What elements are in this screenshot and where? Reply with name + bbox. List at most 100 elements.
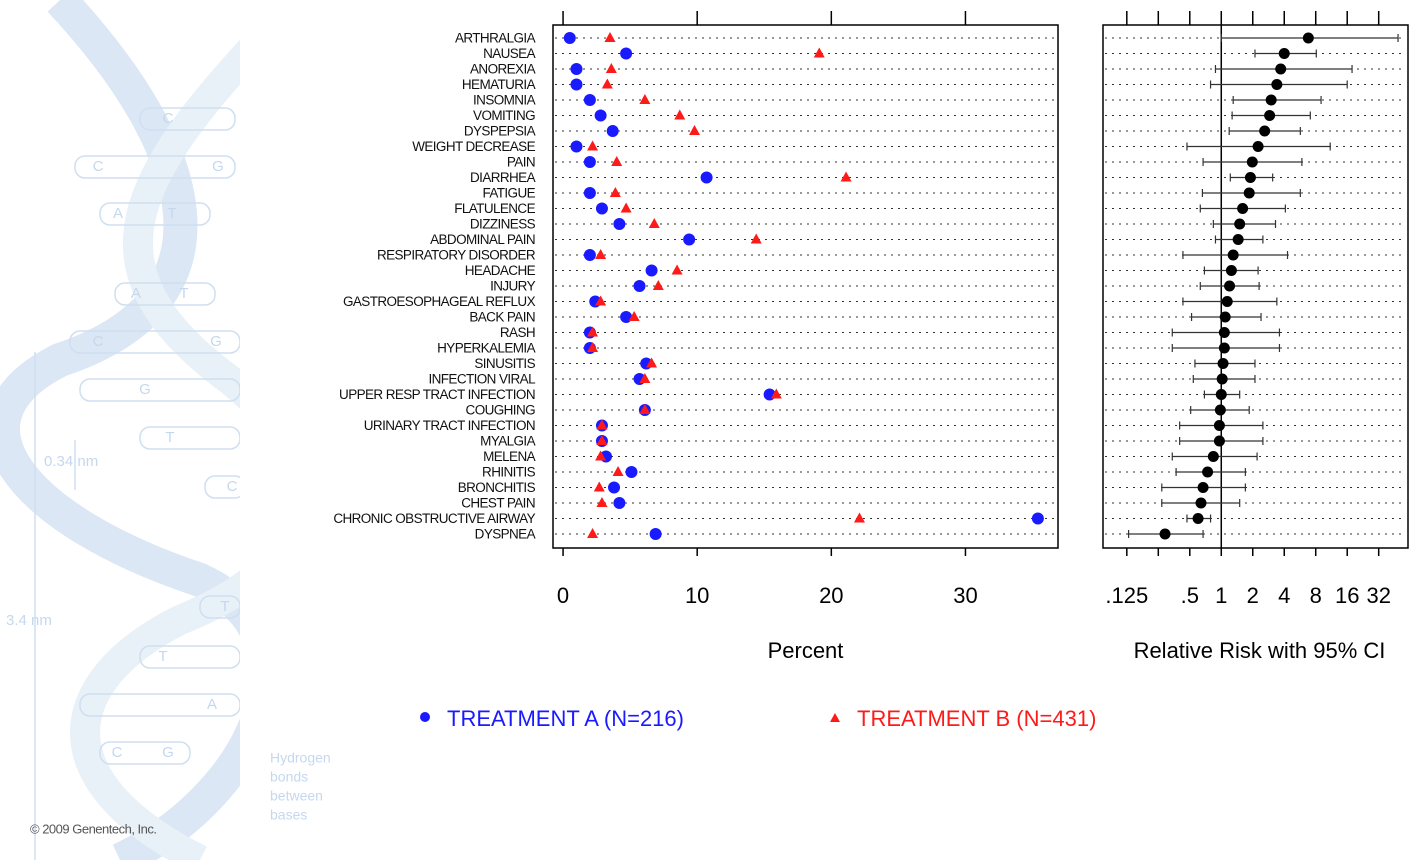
estimate-point — [1219, 311, 1231, 323]
estimate-point — [1216, 373, 1228, 385]
estimate-point — [1202, 466, 1214, 478]
data-point — [606, 125, 619, 137]
base-label: T — [165, 429, 174, 446]
estimate-point — [1224, 280, 1236, 292]
data-point — [689, 125, 701, 135]
row-label: ARTHRALGIA — [455, 31, 536, 46]
data-point — [583, 187, 596, 199]
row-label: FLATULENCE — [454, 201, 535, 216]
estimate-point — [1243, 187, 1255, 199]
note-text: bonds — [270, 769, 308, 785]
data-point — [570, 140, 583, 153]
base-label: A — [113, 205, 123, 222]
base-label: T — [167, 205, 176, 222]
data-point — [750, 233, 762, 244]
data-point — [570, 63, 583, 75]
estimate-point — [1217, 358, 1229, 369]
data-point — [639, 404, 651, 414]
estimate-point — [1218, 327, 1230, 338]
estimate-point — [1225, 265, 1237, 276]
base-label: A — [131, 285, 141, 302]
x-axis-title: Percent — [768, 638, 844, 663]
data-point — [840, 171, 852, 182]
row-label: URINARY TRACT INFECTION — [364, 418, 535, 433]
legend-marker — [420, 712, 430, 722]
base-label: C — [93, 158, 104, 175]
estimate-point — [1252, 141, 1264, 152]
estimate-point — [1192, 513, 1204, 524]
row-label: COUGHING — [466, 403, 536, 418]
data-point — [646, 357, 658, 368]
estimate-point — [1271, 79, 1283, 90]
data-point — [583, 249, 596, 261]
estimate-point — [1218, 342, 1230, 354]
data-point — [620, 311, 633, 323]
row-label: MYALGIA — [480, 434, 535, 449]
row-label: NAUSEA — [483, 46, 536, 61]
data-point — [595, 249, 607, 259]
note-text: bases — [270, 807, 307, 823]
estimate-point — [1213, 420, 1225, 431]
distance-label: 3.4 nm — [6, 612, 52, 629]
data-point — [604, 32, 616, 42]
x-tick-label: 32 — [1366, 583, 1390, 608]
data-point — [587, 342, 599, 352]
data-point — [593, 481, 605, 492]
x-tick-label: 4 — [1278, 583, 1290, 608]
note-text: Hydrogen — [270, 750, 331, 766]
x-tick-label: 2 — [1247, 583, 1259, 608]
estimate-point — [1213, 435, 1225, 447]
data-point — [611, 156, 623, 166]
base-label: G — [210, 333, 222, 350]
row-label: CHEST PAIN — [461, 496, 535, 511]
estimate-point — [1214, 404, 1226, 416]
estimate-point — [1234, 218, 1246, 230]
data-point — [671, 264, 683, 275]
x-tick-label: 16 — [1335, 583, 1359, 608]
data-point — [595, 202, 608, 215]
data-point — [583, 94, 596, 106]
row-label: GASTROESOPHAGEAL REFLUX — [343, 294, 536, 309]
estimate-point — [1302, 32, 1314, 44]
data-point — [613, 497, 626, 509]
estimate-point — [1278, 48, 1290, 59]
note-text: between — [270, 788, 323, 804]
dna-background: C C G A T A T C G G T C T T A C G 0.34 nm 3.4 nm — [0, 0, 240, 860]
row-label: PAIN — [507, 155, 535, 170]
x-tick-label: 20 — [819, 583, 843, 608]
plot-frame — [552, 24, 1059, 549]
row-label: MELENA — [483, 449, 536, 464]
data-point — [596, 435, 608, 445]
data-point — [628, 311, 640, 321]
row-label: BRONCHITIS — [458, 480, 536, 495]
row-label: RASH — [500, 325, 535, 340]
estimate-point — [1159, 528, 1171, 540]
data-point — [674, 109, 686, 120]
estimate-point — [1207, 451, 1219, 462]
estimate-point — [1246, 156, 1258, 168]
data-point — [595, 295, 607, 306]
base-label: T — [179, 285, 188, 302]
data-point — [596, 497, 608, 507]
data-point — [633, 280, 646, 292]
data-point — [563, 32, 576, 44]
data-point — [601, 78, 613, 89]
row-label: RESPIRATORY DISORDER — [377, 248, 536, 263]
row-label: DYSPEPSIA — [464, 124, 536, 139]
data-point — [587, 528, 599, 538]
base-label: G — [212, 158, 224, 175]
data-point — [648, 218, 660, 228]
data-point — [613, 218, 626, 230]
base-label: A — [207, 696, 217, 713]
data-point — [596, 419, 608, 430]
data-point — [813, 47, 825, 58]
x-tick-label: 8 — [1310, 583, 1322, 608]
data-point — [587, 140, 599, 151]
x-tick-label: 30 — [953, 583, 977, 608]
data-point — [570, 78, 583, 91]
row-label: FATIGUE — [482, 186, 535, 201]
legend-marker — [830, 713, 840, 722]
base-label: C — [93, 333, 104, 350]
